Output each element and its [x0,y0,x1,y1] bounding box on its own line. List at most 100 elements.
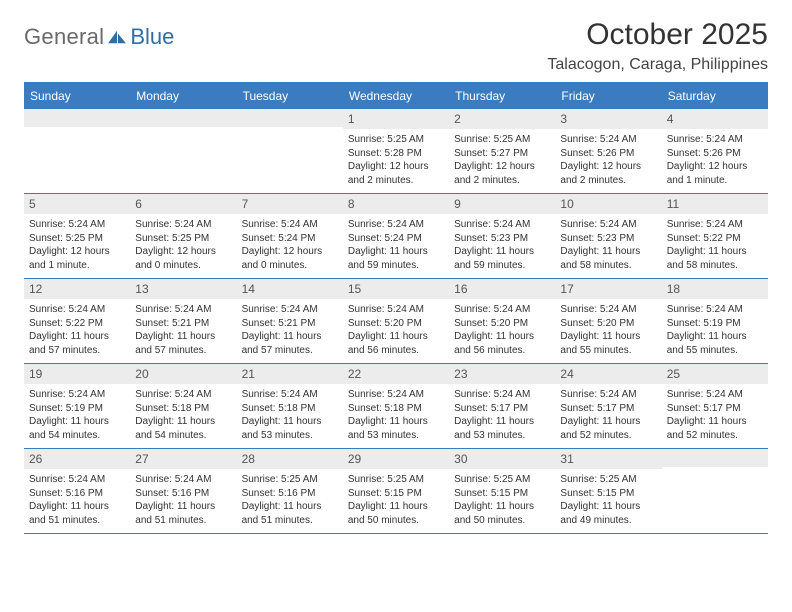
day-detail-line: Daylight: 12 hours [242,245,338,259]
weekday-header: Sunday [24,84,130,108]
day-detail-line: Sunset: 5:23 PM [454,232,550,246]
day-details: Sunrise: 5:24 AMSunset: 5:17 PMDaylight:… [555,384,661,448]
day-detail-line: Sunrise: 5:25 AM [348,133,444,147]
day-detail-line: Daylight: 11 hours [29,330,125,344]
calendar-week-row: 26Sunrise: 5:24 AMSunset: 5:16 PMDayligh… [24,448,768,533]
day-details: Sunrise: 5:24 AMSunset: 5:17 PMDaylight:… [449,384,555,448]
day-detail-line: Daylight: 11 hours [454,330,550,344]
day-detail-line: Sunrise: 5:24 AM [135,303,231,317]
day-detail-line: and 56 minutes. [454,344,550,358]
calendar-day-cell: 24Sunrise: 5:24 AMSunset: 5:17 PMDayligh… [555,364,661,448]
day-detail-line: Sunrise: 5:24 AM [667,218,763,232]
day-detail-line: and 51 minutes. [242,514,338,528]
day-detail-line: Sunrise: 5:24 AM [667,388,763,402]
day-detail-line: and 51 minutes. [29,514,125,528]
day-number: 26 [24,449,130,469]
calendar-day-cell: 10Sunrise: 5:24 AMSunset: 5:23 PMDayligh… [555,194,661,278]
day-details [24,127,130,137]
day-number: 2 [449,109,555,129]
day-detail-line: and 52 minutes. [667,429,763,443]
day-detail-line: Daylight: 11 hours [242,500,338,514]
day-detail-line: Sunset: 5:15 PM [348,487,444,501]
day-detail-line: Daylight: 11 hours [348,500,444,514]
day-details: Sunrise: 5:24 AMSunset: 5:24 PMDaylight:… [343,214,449,278]
calendar-day-cell: 14Sunrise: 5:24 AMSunset: 5:21 PMDayligh… [237,279,343,363]
day-detail-line: Daylight: 12 hours [348,160,444,174]
day-detail-line: and 55 minutes. [560,344,656,358]
day-details: Sunrise: 5:24 AMSunset: 5:20 PMDaylight:… [449,299,555,363]
day-number: 14 [237,279,343,299]
day-detail-line: Sunset: 5:18 PM [348,402,444,416]
calendar-day-cell: 27Sunrise: 5:24 AMSunset: 5:16 PMDayligh… [130,449,236,533]
calendar-day-cell [237,109,343,193]
day-detail-line: Daylight: 11 hours [667,245,763,259]
day-details: Sunrise: 5:24 AMSunset: 5:23 PMDaylight:… [555,214,661,278]
calendar-day-cell: 1Sunrise: 5:25 AMSunset: 5:28 PMDaylight… [343,109,449,193]
logo-text-blue: Blue [130,24,174,50]
day-detail-line: and 50 minutes. [454,514,550,528]
day-number: 22 [343,364,449,384]
day-detail-line: Sunset: 5:19 PM [29,402,125,416]
day-number: 23 [449,364,555,384]
day-detail-line: and 59 minutes. [454,259,550,273]
day-details: Sunrise: 5:25 AMSunset: 5:15 PMDaylight:… [449,469,555,533]
day-number: 21 [237,364,343,384]
day-detail-line: Sunset: 5:17 PM [560,402,656,416]
day-detail-line: Sunrise: 5:24 AM [560,218,656,232]
day-detail-line: and 2 minutes. [560,174,656,188]
day-detail-line: Sunset: 5:25 PM [29,232,125,246]
day-detail-line: Sunrise: 5:24 AM [29,303,125,317]
calendar-day-cell: 13Sunrise: 5:24 AMSunset: 5:21 PMDayligh… [130,279,236,363]
day-detail-line: Sunset: 5:20 PM [454,317,550,331]
day-detail-line: Daylight: 11 hours [667,330,763,344]
day-number: 6 [130,194,236,214]
day-detail-line: Sunrise: 5:25 AM [454,133,550,147]
day-detail-line: Daylight: 11 hours [135,500,231,514]
day-detail-line: Daylight: 12 hours [454,160,550,174]
day-detail-line: Sunrise: 5:24 AM [135,388,231,402]
day-detail-line: Daylight: 11 hours [560,500,656,514]
day-number: 8 [343,194,449,214]
day-detail-line: and 50 minutes. [348,514,444,528]
calendar-day-cell: 4Sunrise: 5:24 AMSunset: 5:26 PMDaylight… [662,109,768,193]
weeks-container: 1Sunrise: 5:25 AMSunset: 5:28 PMDaylight… [24,108,768,533]
day-detail-line: Sunset: 5:16 PM [135,487,231,501]
calendar-day-cell: 12Sunrise: 5:24 AMSunset: 5:22 PMDayligh… [24,279,130,363]
day-number: 28 [237,449,343,469]
day-details: Sunrise: 5:24 AMSunset: 5:25 PMDaylight:… [130,214,236,278]
logo-text-general: General [24,24,104,50]
day-detail-line: Daylight: 11 hours [135,330,231,344]
day-detail-line: Daylight: 11 hours [454,500,550,514]
day-detail-line: and 54 minutes. [135,429,231,443]
calendar-page: General Blue October 2025 Talacogon, Car… [0,0,792,612]
calendar-day-cell: 25Sunrise: 5:24 AMSunset: 5:17 PMDayligh… [662,364,768,448]
calendar-day-cell: 15Sunrise: 5:24 AMSunset: 5:20 PMDayligh… [343,279,449,363]
day-details: Sunrise: 5:24 AMSunset: 5:16 PMDaylight:… [24,469,130,533]
calendar-week-row: 19Sunrise: 5:24 AMSunset: 5:19 PMDayligh… [24,363,768,448]
day-detail-line: Sunset: 5:16 PM [29,487,125,501]
day-detail-line: Sunrise: 5:24 AM [135,218,231,232]
day-details: Sunrise: 5:24 AMSunset: 5:21 PMDaylight:… [237,299,343,363]
weekday-header: Wednesday [343,84,449,108]
weekday-header: Thursday [449,84,555,108]
day-detail-line: Sunrise: 5:24 AM [242,303,338,317]
day-detail-line: Sunset: 5:25 PM [135,232,231,246]
day-details: Sunrise: 5:24 AMSunset: 5:23 PMDaylight:… [449,214,555,278]
day-detail-line: Daylight: 11 hours [560,245,656,259]
day-detail-line: Sunset: 5:15 PM [454,487,550,501]
day-detail-line: Sunrise: 5:24 AM [242,218,338,232]
day-number: 24 [555,364,661,384]
day-detail-line: Sunset: 5:19 PM [667,317,763,331]
calendar-day-cell [662,449,768,533]
day-detail-line: Daylight: 11 hours [454,415,550,429]
calendar-day-cell [130,109,236,193]
day-number: 29 [343,449,449,469]
calendar-day-cell: 19Sunrise: 5:24 AMSunset: 5:19 PMDayligh… [24,364,130,448]
day-detail-line: Daylight: 11 hours [348,245,444,259]
day-details: Sunrise: 5:24 AMSunset: 5:24 PMDaylight:… [237,214,343,278]
day-detail-line: Sunset: 5:20 PM [560,317,656,331]
day-detail-line: Sunrise: 5:24 AM [348,218,444,232]
weekday-header: Saturday [662,84,768,108]
day-number: 3 [555,109,661,129]
day-number: 12 [24,279,130,299]
